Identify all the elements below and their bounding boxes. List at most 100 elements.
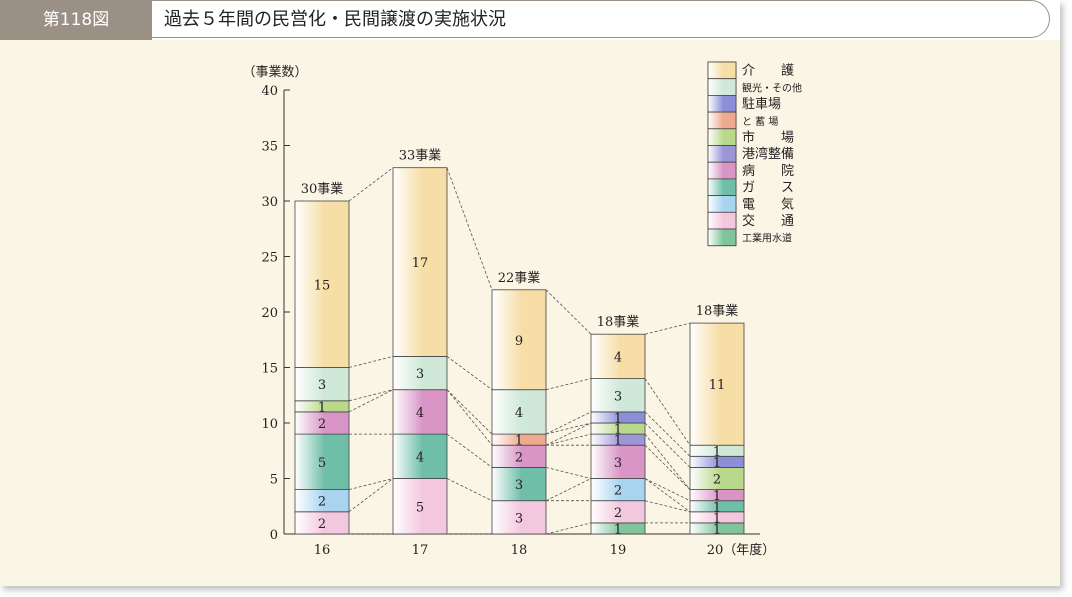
segment-value-label: 1 <box>515 434 523 449</box>
legend-swatch <box>707 145 737 163</box>
legend-swatch <box>707 78 737 96</box>
legend-label: 駐車場 <box>742 97 781 112</box>
segment-value-label: 2 <box>318 517 326 532</box>
legend-label: ガ ス <box>742 181 794 196</box>
connector-line <box>545 411 592 435</box>
segment-value-label: 3 <box>515 478 523 493</box>
segment-value-label: 1 <box>713 445 721 460</box>
segment-value-label: 2 <box>614 484 622 499</box>
segment-value-label: 2 <box>318 495 326 510</box>
y-tick-label: 30 <box>261 195 278 210</box>
figure-title: 過去５年間の民営化・民間譲渡の実施状況 <box>152 0 1050 38</box>
connector-line <box>644 478 691 513</box>
legend-swatch <box>707 95 737 113</box>
legend-swatch <box>707 211 737 230</box>
y-tick-label: 10 <box>261 417 278 432</box>
connector-line <box>644 411 691 457</box>
legend-swatch <box>707 228 737 247</box>
connector-line <box>545 378 592 391</box>
segment-value-label: 2 <box>515 450 523 465</box>
x-tick-label: 20（年度） <box>707 542 776 558</box>
bar-total-label: 18事業 <box>597 314 640 330</box>
connector-line <box>644 322 691 335</box>
segment-value-label: 5 <box>416 500 424 515</box>
connector-line <box>644 444 691 490</box>
bar-segment <box>392 389 448 435</box>
legend-label: 介 護 <box>742 63 794 79</box>
bar-segment <box>392 478 448 535</box>
bar-segment <box>491 389 547 435</box>
segment-value-label: 1 <box>713 500 721 515</box>
legend-swatch <box>707 161 737 180</box>
y-tick-label: 20 <box>261 306 278 321</box>
y-tick-label: 35 <box>261 140 278 155</box>
connector-line <box>644 478 691 502</box>
bar-total-label: 30事業 <box>301 181 344 197</box>
segment-value-label: 1 <box>614 411 622 426</box>
y-axis-title: （事業数） <box>242 64 307 80</box>
segment-value-label: 1 <box>713 489 721 504</box>
legend-label: 病 院 <box>742 164 794 179</box>
segment-value-label: 1 <box>614 423 622 438</box>
legend-label: と 蓄 場 <box>742 115 778 128</box>
y-tick-label: 40 <box>261 84 278 99</box>
connector-line <box>348 389 394 402</box>
segment-value-label: 2 <box>713 473 721 488</box>
bar-segment <box>491 289 547 391</box>
y-tick-label: 0 <box>270 528 278 543</box>
segment-value-label: 3 <box>614 456 622 471</box>
segment-value-label: 1 <box>713 456 721 471</box>
legend-label: 港湾整備 <box>742 146 794 162</box>
x-tick-label: 18 <box>511 543 528 558</box>
segment-value-label: 4 <box>416 450 424 465</box>
bar-segment <box>590 378 646 413</box>
y-tick-label: 15 <box>261 362 278 377</box>
segment-value-label: 3 <box>515 511 523 526</box>
segment-value-label: 2 <box>318 417 326 432</box>
bar-segment <box>294 433 350 491</box>
y-tick-label: 5 <box>270 473 278 488</box>
connector-line <box>446 389 493 446</box>
connector-line <box>545 478 592 502</box>
legend-label: 観光・その他 <box>742 81 802 94</box>
bar-total-label: 22事業 <box>498 270 541 286</box>
legend-label: 市 場 <box>742 130 794 146</box>
bar-segment <box>590 444 646 479</box>
connector-line <box>644 378 691 446</box>
segment-value-label: 9 <box>515 334 523 349</box>
connector-line <box>348 478 394 513</box>
bar-segment <box>689 322 745 446</box>
segment-value-label: 1 <box>713 511 721 526</box>
segment-value-label: 1 <box>614 434 622 449</box>
connector-line <box>545 289 592 335</box>
segment-value-label: 4 <box>416 406 424 421</box>
legend-swatch <box>707 195 737 213</box>
connector-line <box>545 422 592 435</box>
segment-value-label: 11 <box>709 378 726 393</box>
connector-line <box>446 433 493 468</box>
x-tick-label: 19 <box>610 543 627 558</box>
figure-header: 第118図 過去５年間の民営化・民間譲渡の実施状況 <box>0 0 1060 40</box>
legend-label: 交 通 <box>742 213 794 229</box>
connector-line <box>348 478 394 490</box>
connector-line <box>545 467 592 479</box>
segment-value-label: 3 <box>416 367 424 382</box>
bar-segment <box>392 355 448 391</box>
bar-segment <box>590 333 646 380</box>
connector-line <box>446 478 493 502</box>
legend-swatch <box>707 111 737 130</box>
x-tick-label: 17 <box>412 543 429 558</box>
connector-line <box>545 522 592 535</box>
segment-value-label: 1 <box>318 400 326 415</box>
segment-value-label: 15 <box>314 278 331 293</box>
bar-segment <box>392 433 448 479</box>
segment-value-label: 1 <box>713 522 721 537</box>
segment-value-label: 4 <box>515 406 523 421</box>
bar-segment <box>294 367 350 402</box>
connector-line <box>446 389 493 435</box>
connector-line <box>644 500 691 513</box>
legend-swatch <box>707 61 737 80</box>
connector-line <box>348 167 394 202</box>
bar-segment <box>294 200 350 368</box>
segment-value-label: 4 <box>614 350 622 365</box>
